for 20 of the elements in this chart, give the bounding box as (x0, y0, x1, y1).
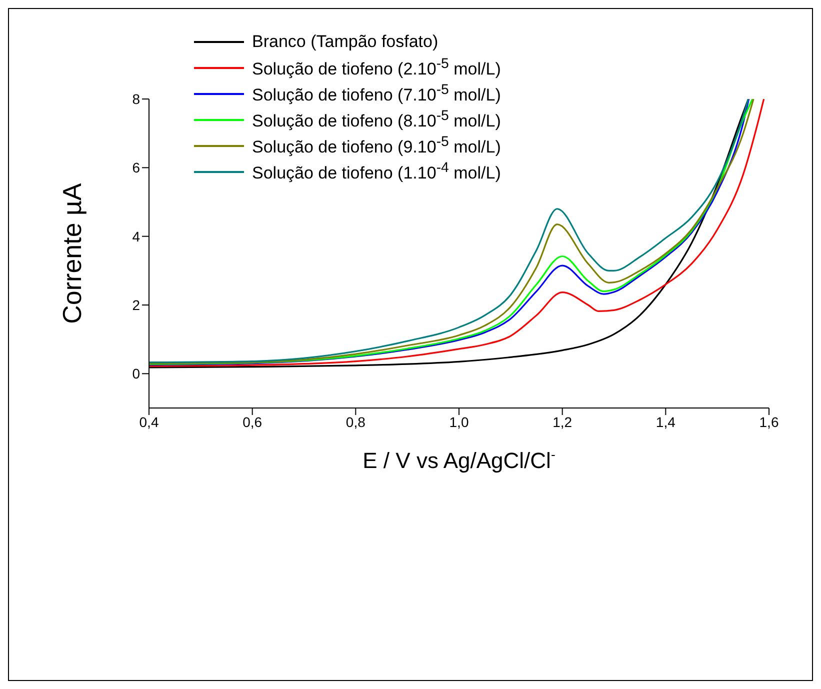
y-tick-label: 6 (132, 160, 140, 176)
x-tick-label: 1,4 (656, 414, 676, 430)
x-axis-title: E / V vs Ag/AgCl/Cl$^{-}$ (362, 447, 556, 473)
x-tick-label: 1,2 (552, 414, 572, 430)
legend-label: Solução de tiofeno (9.10$^{-5}$ mol/L) (252, 134, 501, 158)
x-tick-label: 1,6 (759, 414, 779, 430)
legend-label: Solução de tiofeno (7.10$^{-5}$ mol/L) (252, 82, 501, 106)
y-tick-label: 8 (132, 90, 140, 107)
x-tick-label: 0,8 (346, 414, 366, 430)
y-tick-label: 4 (132, 228, 140, 244)
y-tick-label: 2 (132, 296, 140, 313)
x-tick-label: 0,6 (242, 414, 262, 430)
y-tick-label: 0 (132, 366, 140, 382)
legend-label: Branco (Tampão fosfato) (252, 32, 438, 52)
x-tick-label: 1,0 (449, 414, 469, 430)
x-tick-label: 0,4 (139, 414, 159, 430)
legend-label: Solução de tiofeno (2.10$^{-5}$ mol/L) (252, 56, 501, 80)
legend-label: Solução de tiofeno (8.10$^{-5}$ mol/L) (252, 108, 501, 132)
y-axis-title: Corrente µA (57, 182, 87, 324)
legend-label: Solução de tiofeno (1.10$^{-4}$ mol/L) (252, 160, 501, 184)
